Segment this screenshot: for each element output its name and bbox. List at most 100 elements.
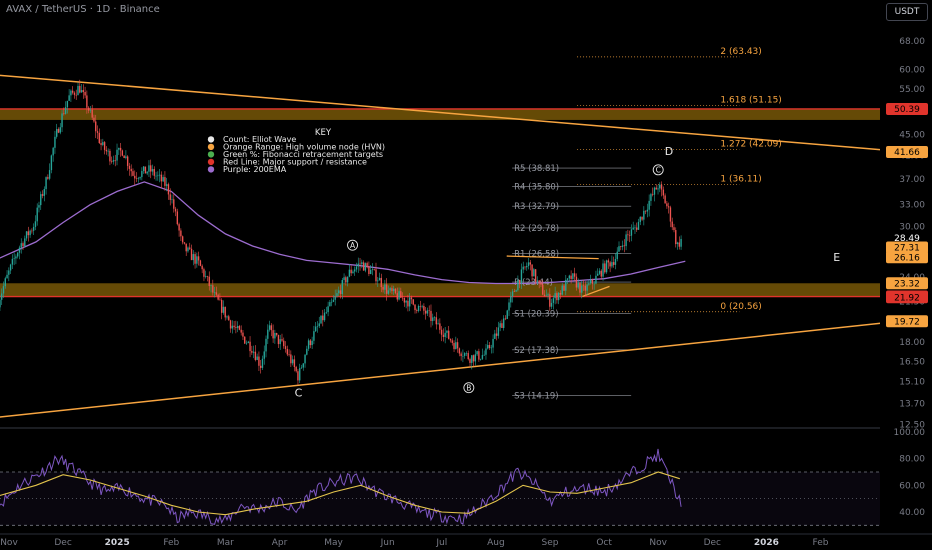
candle [620,246,622,247]
candle [357,263,359,267]
candle [268,325,271,330]
candle [313,331,315,341]
candle [125,156,127,159]
candle [1,293,3,300]
wave-label: D [665,145,673,158]
candle [137,178,140,179]
candle [669,207,672,222]
candle [165,184,168,186]
candle [119,147,122,151]
candle [135,178,138,179]
candle [142,166,145,172]
candle [448,330,450,339]
candle [588,283,590,285]
x-tick-label: Jun [380,538,395,548]
candle [318,323,320,327]
candle [503,318,505,328]
candle [118,147,120,150]
symbol-title: AVAX / TetherUS · 1D · Binance [6,4,160,15]
candle [648,200,650,210]
candle [545,295,547,297]
candle [283,340,285,347]
candle [146,171,148,174]
price-tag [886,291,928,304]
candle [387,290,390,294]
candle [194,254,196,264]
candle [4,278,6,287]
candle [121,150,124,156]
candle [531,264,533,277]
candle [31,230,33,232]
candle [0,299,1,308]
currency-button[interactable]: USDT [886,3,928,21]
candle [82,90,85,93]
hvn-zone [0,283,880,297]
candle [455,342,457,350]
candle [371,269,374,271]
candle [150,165,152,172]
candle [219,299,221,301]
candle [428,310,430,311]
candle [487,345,489,349]
y-tick-label: 18.00 [899,338,925,348]
candle [513,291,516,293]
x-tick-label: Feb [813,538,829,548]
candle [408,297,411,307]
candle [664,195,666,204]
candle [34,221,37,227]
pivot-level-label: R1 (26.58) [514,250,559,260]
candle [650,194,652,201]
candle [618,246,620,252]
candle [228,316,230,321]
price-tag-label: 19.72 [894,317,920,327]
y-tick-label: 37.00 [899,175,925,185]
candle [426,310,429,314]
candle [380,277,383,288]
candle [226,316,228,318]
candle [208,276,210,287]
candle [18,247,21,253]
y-tick-label: 16.50 [899,358,925,368]
candle [185,243,187,252]
y-tick-label: 60.00 [899,65,925,75]
candle [538,280,540,283]
candle [595,275,597,284]
candle [549,294,551,307]
candle [556,293,558,301]
fib-level-label: 0 (20.56) [720,302,761,312]
price-tag [886,102,928,115]
candle [533,269,535,277]
candle [582,285,585,287]
candle [103,142,106,150]
candle [126,156,129,166]
x-tick-label: Oct [596,538,612,548]
candle [377,280,379,282]
candle [180,230,182,237]
candle [181,236,184,243]
candle [554,293,556,299]
candle [456,342,459,349]
candle [364,263,367,271]
candle [189,247,191,249]
candle [501,323,503,328]
candle [607,260,610,263]
candle [32,226,35,231]
candle [8,270,10,275]
x-tick-label: Jul [435,538,447,548]
candle [123,155,125,159]
candle [272,330,274,339]
candle [439,323,441,330]
candle [25,231,28,239]
candle [291,359,294,364]
candle [526,265,528,268]
candle [153,169,155,176]
candle [114,160,116,161]
candle [167,184,170,195]
candle [627,234,629,236]
candle [602,263,604,277]
candle [75,94,77,96]
candle [398,291,400,300]
candle [400,291,402,298]
legend-dot [207,151,215,158]
